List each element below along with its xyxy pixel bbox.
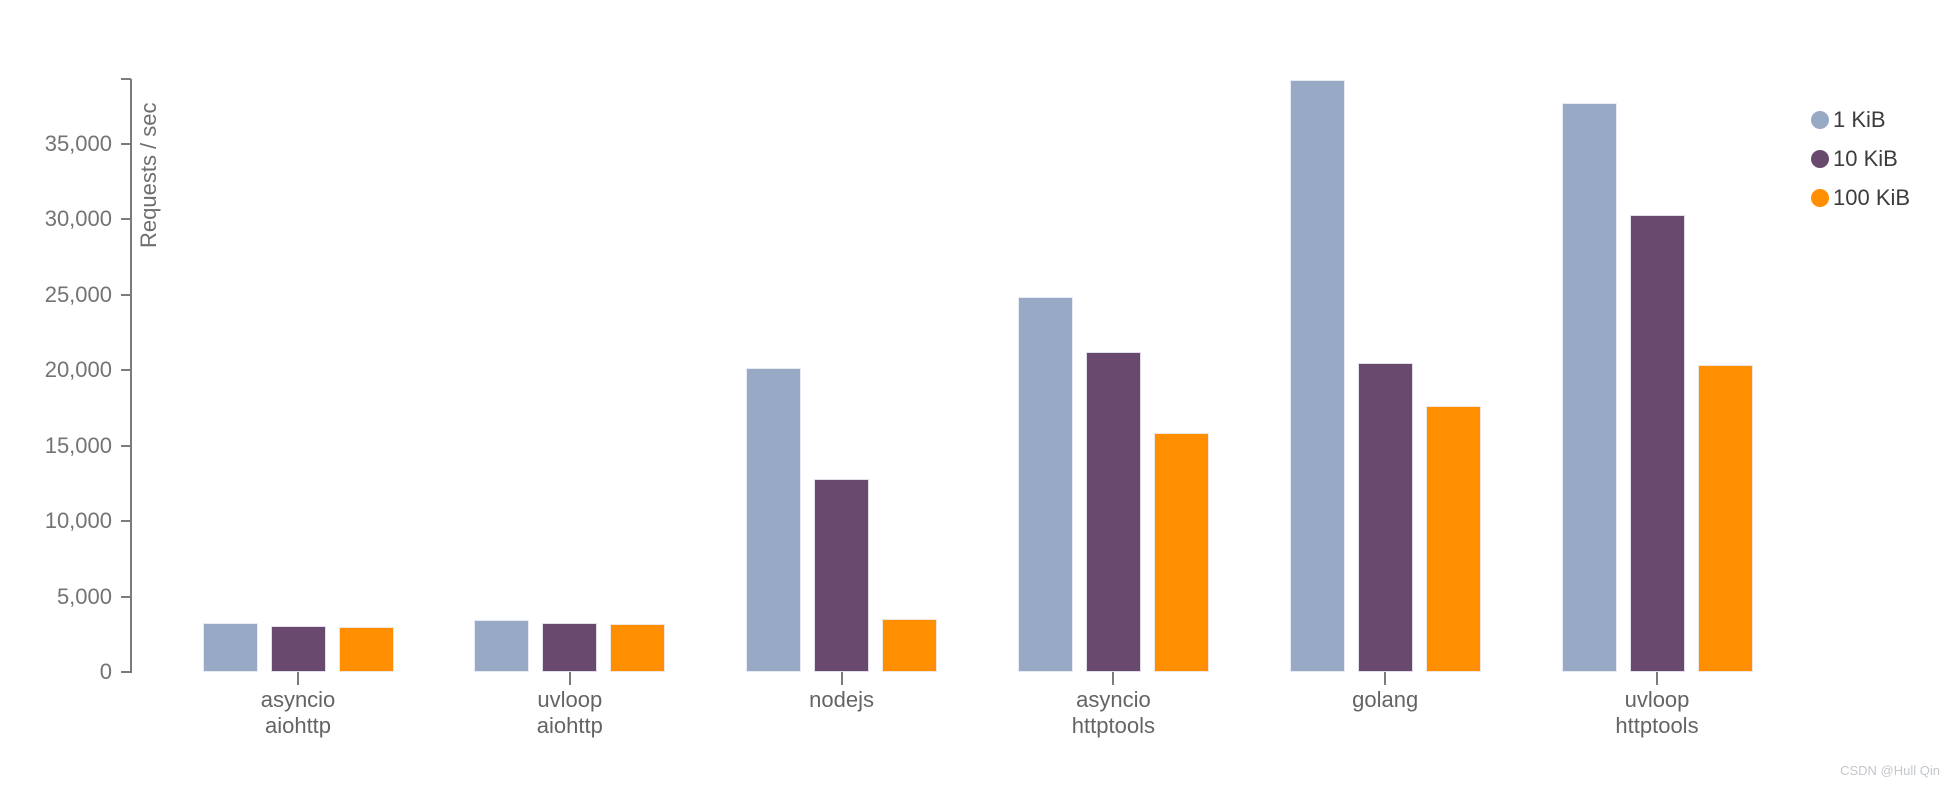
y-axis-line	[130, 79, 132, 673]
x-category-label-line: asyncio	[1076, 687, 1151, 712]
x-category-label: uvloop httptools	[1537, 687, 1777, 739]
y-tick-label: 0	[99, 659, 112, 684]
y-tick-label: 15,000	[44, 432, 112, 458]
bar-uvloop-aiohttp-10KiB	[542, 622, 598, 672]
bar-asyncio-httptools-1KiB	[1017, 296, 1073, 672]
bar-asyncio-aiohttp-100KiB	[338, 627, 394, 672]
y-tick-mark	[121, 520, 131, 522]
y-tick-mark	[121, 671, 131, 673]
y-tick-mark	[121, 595, 131, 598]
y-axis-top-cap	[121, 78, 131, 80]
bar-uvloop-httptools-100KiB	[1697, 364, 1753, 672]
legend-label: 10 KiB	[1833, 145, 1898, 171]
x-category-label-line: uvloop	[537, 687, 603, 712]
bar-uvloop-httptools-10KiB	[1629, 215, 1685, 672]
y-tick-mark	[121, 218, 131, 220]
x-tick-mark	[840, 672, 843, 685]
x-category-label: asyncio aiohttp	[178, 687, 418, 739]
legend-label: 100 KiB	[1833, 184, 1911, 210]
bar-asyncio-aiohttp-1KiB	[202, 622, 258, 672]
watermark-text: CSDN @Hull Qin	[1840, 763, 1940, 778]
bar-nodejs-1KiB	[746, 368, 802, 672]
legend-item: 10 KiB	[1811, 139, 1910, 178]
y-tick-mark	[121, 444, 131, 447]
bar-asyncio-aiohttp-10KiB	[270, 625, 326, 672]
y-tick-label: 30,000	[44, 206, 112, 231]
legend-item: 1 KiB	[1811, 100, 1910, 139]
bar-uvloop-aiohttp-100KiB	[610, 623, 666, 672]
bar-golang-10KiB	[1357, 363, 1413, 672]
x-tick-mark	[1656, 672, 1658, 685]
legend-swatch-icon	[1811, 188, 1829, 207]
x-category-label-line: golang	[1352, 687, 1419, 712]
y-tick-mark	[121, 369, 131, 371]
x-category-label-line: uvloop	[1624, 687, 1690, 712]
legend-swatch-icon	[1811, 149, 1829, 168]
x-category-label: golang	[1265, 687, 1505, 713]
x-category-label: nodejs	[722, 687, 962, 713]
bar-golang-1KiB	[1289, 80, 1345, 672]
bar-uvloop-aiohttp-1KiB	[474, 619, 530, 672]
y-tick-label: 35,000	[44, 130, 112, 156]
x-category-label-line: nodejs	[809, 687, 875, 712]
x-category-label-line: httptools	[1071, 713, 1155, 738]
y-tick-label: 10,000	[44, 508, 112, 533]
bar-asyncio-httptools-10KiB	[1085, 351, 1141, 672]
bar-nodejs-100KiB	[882, 619, 938, 672]
y-tick-mark	[121, 293, 131, 296]
bar-uvloop-httptools-1KiB	[1561, 102, 1617, 672]
x-tick-mark	[1112, 672, 1115, 685]
legend-item: 100 KiB	[1811, 178, 1910, 217]
x-tick-mark	[1384, 672, 1387, 685]
y-tick-label: 5,000	[56, 583, 112, 609]
x-category-label: asyncio httptools	[993, 687, 1233, 739]
x-category-label-line: aiohttp	[536, 713, 603, 738]
x-category-label: uvloop aiohttp	[450, 687, 690, 739]
legend: 1 KiB 10 KiB 100 KiB	[1811, 100, 1910, 217]
y-tick-mark	[121, 142, 131, 145]
legend-swatch-icon	[1811, 110, 1829, 129]
bar-nodejs-10KiB	[814, 478, 870, 672]
bar-asyncio-httptools-100KiB	[1153, 432, 1209, 672]
x-tick-mark	[297, 672, 299, 685]
x-category-label-line: asyncio	[260, 687, 336, 712]
bar-golang-100KiB	[1425, 406, 1481, 672]
y-tick-label: 25,000	[44, 281, 112, 307]
y-axis-title: Requests / sec	[136, 102, 161, 248]
y-tick-label: 20,000	[44, 357, 112, 382]
x-category-label-line: httptools	[1615, 713, 1699, 738]
x-tick-mark	[568, 672, 571, 685]
legend-label: 1 KiB	[1833, 106, 1886, 132]
x-category-label-line: aiohttp	[264, 713, 332, 738]
